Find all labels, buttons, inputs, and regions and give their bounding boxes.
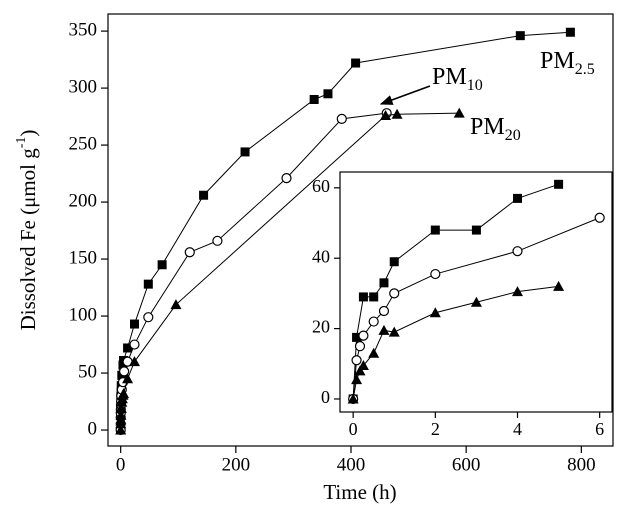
marker-triangle (391, 108, 403, 119)
marker-triangle (453, 107, 465, 118)
marker-square (143, 279, 153, 289)
marker-square (565, 27, 575, 37)
marker-square (123, 343, 133, 353)
marker-triangle (368, 347, 380, 358)
y-tick-label: 40 (312, 246, 330, 266)
marker-square (471, 225, 481, 235)
marker-triangle (354, 365, 366, 376)
y-tick-label: 0 (321, 387, 330, 407)
y-tick-label: 250 (69, 133, 98, 154)
y-tick-label: 20 (312, 317, 330, 337)
marker-circle (358, 330, 369, 341)
marker-triangle (388, 326, 400, 337)
marker-triangle (347, 393, 359, 404)
y-tick-label: 100 (69, 304, 98, 325)
x-axis-label: Time (h) (323, 480, 396, 504)
y-tick-label: 350 (69, 19, 98, 40)
y-tick-label: 200 (69, 190, 98, 211)
plot-frame (339, 171, 613, 413)
marker-circle (119, 366, 130, 377)
marker-triangle (170, 299, 182, 310)
marker-square (512, 193, 522, 203)
marker-circle (389, 288, 400, 299)
marker-circle (430, 268, 441, 280)
marker-circle (336, 113, 347, 124)
y-tick-label: 300 (69, 76, 98, 97)
y-tick-label: 60 (312, 176, 330, 196)
marker-triangle (115, 424, 127, 435)
marker-circle (368, 316, 379, 327)
marker-circle (594, 212, 605, 223)
marker-circle (281, 173, 292, 184)
marker-triangle (357, 360, 369, 371)
marker-square (515, 31, 525, 41)
marker-square (389, 257, 399, 267)
x-tick-label: 6 (595, 419, 604, 439)
marker-square (129, 319, 139, 329)
x-tick-label: 600 (452, 454, 481, 475)
marker-circle (212, 235, 223, 246)
x-tick-label: 200 (222, 454, 251, 475)
y-axis-label-superscript: -1 (14, 137, 29, 149)
marker-square (157, 260, 167, 270)
marker-triangle (351, 374, 363, 385)
y-axis-label: Dissolved Fe (μmol g-1) (14, 130, 40, 331)
series-line (352, 183, 559, 400)
annotation-subscript: 20 (505, 127, 521, 144)
marker-triangle (378, 324, 390, 335)
marker-triangle (115, 409, 127, 420)
marker-square (240, 147, 250, 157)
annotation-arrow (379, 85, 431, 105)
marker-circle (351, 355, 362, 366)
marker-triangle (470, 296, 482, 307)
x-tick-label: 0 (349, 419, 358, 439)
marker-triangle (429, 307, 441, 318)
marker-circle (512, 246, 523, 257)
marker-circle (354, 341, 366, 352)
marker-triangle (380, 109, 392, 120)
annotation-subscript: 10 (467, 77, 483, 94)
marker-square (351, 58, 361, 68)
x-tick-label: 4 (513, 419, 522, 439)
marker-circle (184, 247, 195, 258)
y-tick-label: 150 (69, 247, 98, 268)
annotation-text: PM (432, 64, 467, 90)
y-axis-label-part: Dissolved Fe (μmol g (16, 148, 40, 331)
marker-square (309, 94, 319, 104)
annotation-text: PM (540, 48, 575, 74)
marker-square (358, 292, 368, 302)
x-tick-label: 800 (567, 454, 596, 475)
x-tick-label: 400 (337, 454, 366, 475)
x-tick-label: 0 (116, 454, 126, 475)
marker-square (352, 332, 362, 342)
marker-triangle (115, 402, 127, 413)
annotation-text: PM (470, 114, 505, 140)
marker-square (430, 225, 440, 235)
marker-triangle (128, 356, 140, 367)
series-line (352, 217, 600, 400)
series-annotation: PM2.5 (540, 48, 595, 78)
x-tick-label: 2 (431, 419, 440, 439)
y-axis-label-part: ) (16, 130, 40, 137)
series-annotation: PM20 (470, 114, 521, 144)
marker-circle (143, 312, 154, 323)
marker-square (379, 278, 389, 288)
marker-triangle (511, 286, 523, 297)
marker-square (118, 360, 128, 370)
marker-triangle (553, 280, 565, 291)
annotation-subscript: 2.5 (575, 61, 595, 78)
marker-circle (129, 339, 140, 350)
y-tick-label: 50 (78, 361, 97, 382)
marker-square (369, 292, 379, 302)
marker-circle (378, 305, 390, 317)
marker-triangle (122, 373, 134, 384)
y-tick-label: 0 (88, 418, 98, 439)
marker-square (199, 190, 209, 200)
marker-square (323, 89, 333, 99)
marker-square (554, 179, 564, 189)
marker-triangle (118, 388, 130, 399)
series-annotation: PM10 (432, 64, 483, 94)
